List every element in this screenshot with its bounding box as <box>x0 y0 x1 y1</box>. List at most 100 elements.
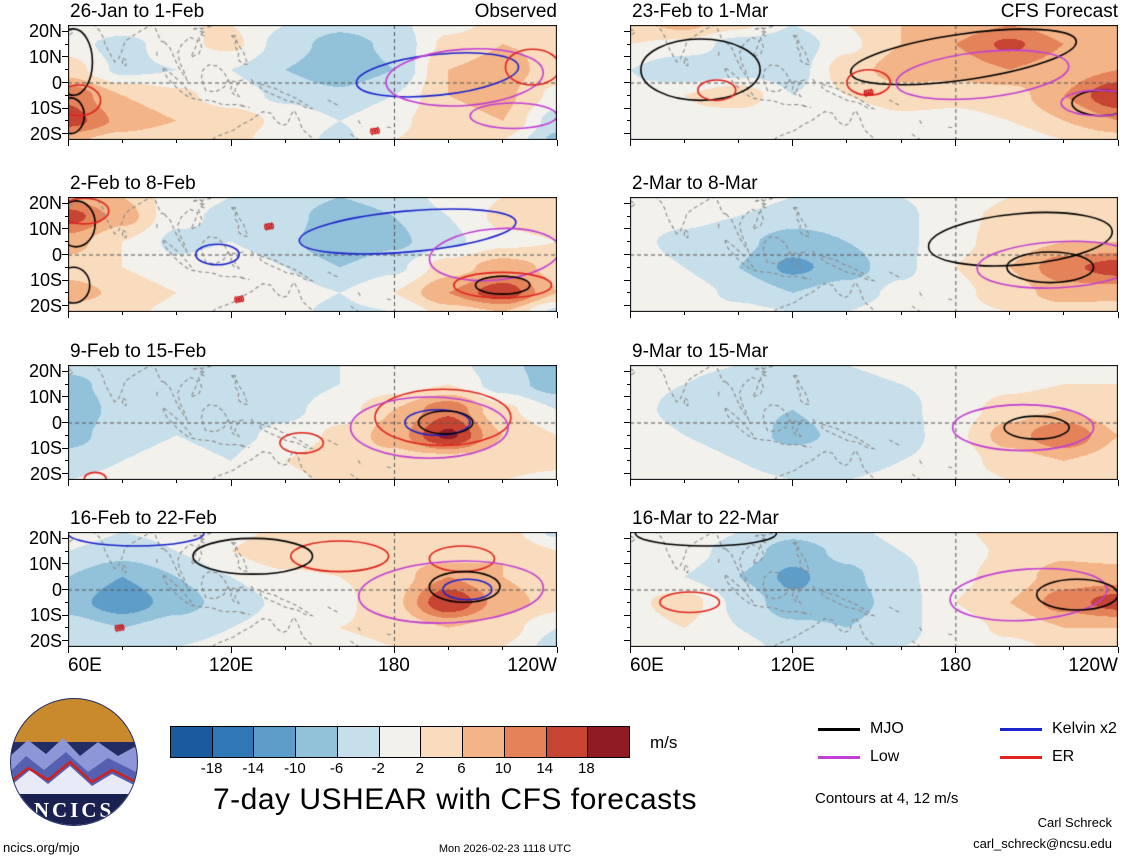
lat-minor-tick-mark <box>627 241 630 243</box>
lat-tick-mark <box>62 305 68 307</box>
panel-map-canvas <box>68 197 557 312</box>
lon-tick-mark <box>629 312 631 318</box>
lat-tick-mark <box>624 107 630 109</box>
lat-tick-mark <box>62 279 68 281</box>
lat-tick-label: 10N <box>28 386 62 407</box>
credit-email: carl_schreck@ncsu.edu <box>973 836 1112 851</box>
lat-tick-mark <box>62 107 68 109</box>
lat-minor-tick-mark <box>627 434 630 436</box>
lat-tick-mark <box>624 447 630 449</box>
lat-tick-mark <box>62 447 68 449</box>
lon-tick-mark <box>230 647 232 653</box>
figure-title: 7-day USHEAR with CFS forecasts <box>213 783 697 816</box>
lon-tick-label: 120W <box>1068 655 1118 676</box>
lat-tick-mark <box>624 254 630 255</box>
panel-obs-4: 16-Feb to 22-Feb 20N 10N 0 10S 20S 60E 120E 180 1… <box>29 508 558 676</box>
panel-fcst-2: 2-Mar to 8-Mar <box>624 173 1119 318</box>
panel-map-canvas <box>68 25 557 140</box>
lat-tick-label: 0 <box>51 244 62 265</box>
lat-minor-tick-mark <box>627 94 630 96</box>
lon-minor-tick-mark <box>1063 312 1065 315</box>
lat-tick-mark <box>62 537 68 539</box>
lon-minor-tick-mark <box>284 140 286 143</box>
lon-minor-tick-mark <box>737 312 739 315</box>
lat-tick-label: 20N <box>28 528 62 549</box>
lat-tick-label: 20N <box>28 361 62 382</box>
lon-tick-mark <box>1117 312 1119 318</box>
lat-tick-mark <box>624 589 630 590</box>
footer-link[interactable]: ncics.org/mjo <box>3 840 80 855</box>
logo-red-line <box>11 760 137 786</box>
lon-tick-mark <box>67 480 69 486</box>
lon-minor-tick-mark <box>683 312 685 315</box>
lat-tick-label: 10S <box>29 605 62 626</box>
lat-minor-tick-mark <box>65 460 68 462</box>
lat-tick-label: 10S <box>29 270 62 291</box>
lon-minor-tick-mark <box>900 647 902 650</box>
lat-tick-mark <box>62 82 68 83</box>
lat-minor-tick-mark <box>627 409 630 411</box>
lon-tick-mark <box>556 140 558 146</box>
lat-minor-tick-mark <box>65 69 68 71</box>
lat-tick-mark <box>624 133 630 135</box>
lon-minor-tick-mark <box>339 647 341 650</box>
lat-minor-tick-mark <box>65 266 68 268</box>
lon-minor-tick-mark <box>447 312 449 315</box>
lat-minor-tick-mark <box>65 434 68 436</box>
lon-minor-tick-mark <box>284 647 286 650</box>
lon-tick-mark <box>230 140 232 146</box>
lat-tick-label: 20S <box>29 123 62 144</box>
lat-tick-mark <box>62 422 68 423</box>
colorbar-segment-5 <box>379 727 422 757</box>
legend-label-mjo: MJO <box>870 720 904 737</box>
lat-minor-tick-mark <box>65 120 68 122</box>
colorbar-tick-label: 14 <box>536 760 554 777</box>
lon-tick-mark <box>230 312 232 318</box>
colorbar-segment-1 <box>212 727 255 757</box>
lon-minor-tick-mark <box>502 647 504 650</box>
lat-minor-tick-mark <box>627 266 630 268</box>
lat-tick-mark <box>624 305 630 307</box>
lon-tick-mark <box>67 312 69 318</box>
panel-title: 2-Feb to 8-Feb <box>70 173 196 194</box>
panel-title: 26-Jan to 1-Feb <box>70 1 205 22</box>
lon-minor-tick-mark <box>121 140 123 143</box>
lat-tick-mark <box>62 30 68 32</box>
panel-title: 23-Feb to 1-Mar <box>632 1 769 22</box>
lat-tick-label: 10N <box>28 218 62 239</box>
lon-tick-mark <box>1117 140 1119 146</box>
lon-tick-label: 180 <box>378 655 410 676</box>
lon-tick-mark <box>954 140 956 146</box>
colorbar-segment-2 <box>254 727 297 757</box>
lat-tick-mark <box>62 228 68 230</box>
legend-swatch-kelvin-x2 <box>1000 728 1042 731</box>
lon-minor-tick-mark <box>121 647 123 650</box>
lon-tick-mark <box>629 140 631 146</box>
panel-map-canvas <box>630 532 1118 647</box>
lon-tick-label: 120E <box>770 655 815 676</box>
lon-tick-mark <box>230 480 232 486</box>
lat-minor-tick-mark <box>65 43 68 45</box>
colorbar-segment-10 <box>588 727 630 757</box>
colorbar-segment-3 <box>296 727 338 757</box>
lon-tick-mark <box>1117 647 1119 653</box>
lat-tick-mark <box>62 254 68 255</box>
lat-tick-mark <box>624 473 630 475</box>
lon-minor-tick-mark <box>284 480 286 483</box>
lon-minor-tick-mark <box>339 480 341 483</box>
lat-tick-label: 20S <box>29 295 62 316</box>
colorbar-segment-6 <box>421 727 464 757</box>
lon-tick-mark <box>556 480 558 486</box>
lat-tick-mark <box>62 202 68 204</box>
lat-tick-mark <box>62 640 68 642</box>
lon-minor-tick-mark <box>447 647 449 650</box>
lat-tick-mark <box>62 396 68 398</box>
colorbar-segment-9 <box>546 727 589 757</box>
lon-minor-tick-mark <box>339 312 341 315</box>
lon-minor-tick-mark <box>176 480 178 483</box>
lat-minor-tick-mark <box>65 409 68 411</box>
lat-minor-tick-mark <box>627 460 630 462</box>
lon-minor-tick-mark <box>1009 140 1011 143</box>
colorbar-tick-label: -6 <box>329 760 344 777</box>
